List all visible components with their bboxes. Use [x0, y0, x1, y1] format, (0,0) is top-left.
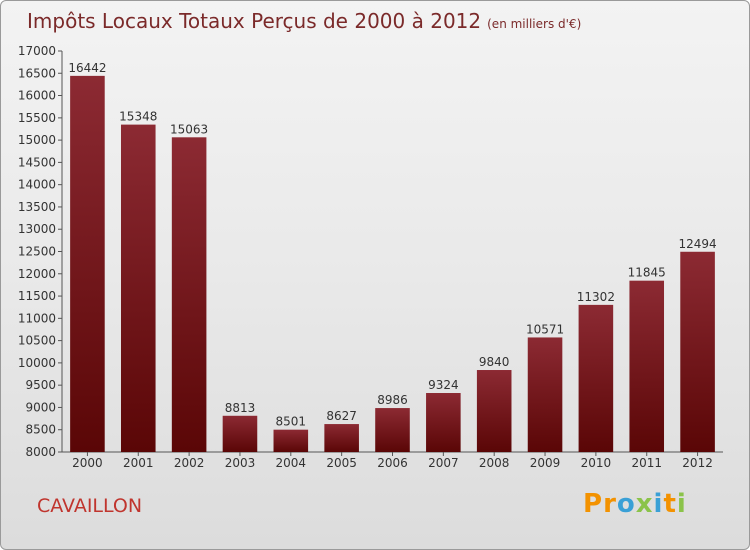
bar-2005 [324, 424, 359, 452]
x-tick-label: 2002 [174, 456, 205, 470]
bar-2012 [680, 251, 715, 452]
x-tick-label: 2008 [479, 456, 510, 470]
bar-value-label: 8986 [377, 393, 408, 407]
bar-2010 [578, 304, 614, 452]
y-tick-label: 11000 [18, 311, 56, 325]
y-tick-label: 10500 [18, 334, 56, 348]
x-tick-label: 2006 [377, 456, 408, 470]
y-tick-label: 8000 [25, 445, 56, 459]
y-tick-label: 10000 [18, 356, 56, 370]
bar-2007 [426, 393, 461, 452]
city-name: CAVAILLON [37, 495, 143, 517]
y-tick-label: 13000 [18, 222, 56, 236]
y-tick-label: 12000 [18, 267, 56, 281]
x-tick-label: 2005 [326, 456, 357, 470]
bar-2000 [70, 75, 105, 452]
chart-title: Impôts Locaux Totaux Perçus de 2000 à 20… [27, 9, 582, 33]
y-tick-label: 17000 [18, 44, 56, 58]
y-tick-label: 16000 [18, 89, 56, 103]
y-tick-label: 16500 [18, 66, 56, 80]
bar-value-label: 9324 [428, 378, 459, 392]
bars: 16442 15348 15063 8813 8501 8627 8986 9324 9840 1… [68, 61, 717, 452]
bar-2003 [222, 415, 258, 452]
bar-2004 [273, 429, 309, 452]
x-tick-label: 2000 [72, 456, 103, 470]
bar-2001 [120, 124, 156, 452]
chart-subtitle: (en milliers d'€) [487, 17, 582, 31]
y-tick-label: 14500 [18, 155, 56, 169]
x-tick-label: 2003 [225, 456, 256, 470]
bar-value-label: 15063 [170, 122, 208, 136]
y-tick-label: 13500 [18, 200, 56, 214]
y-tick-label: 12500 [18, 245, 56, 259]
bar-value-label: 9840 [479, 355, 510, 369]
bar-2008 [476, 370, 512, 452]
bar-value-label: 16442 [68, 61, 106, 75]
bar-2009 [527, 337, 563, 452]
y-tick-label: 14000 [18, 178, 56, 192]
proxiti-logo: Proxiti [583, 489, 687, 519]
y-tick-label: 11500 [18, 289, 56, 303]
y-tick-label: 8500 [25, 423, 56, 437]
x-tick-label: 2004 [276, 456, 307, 470]
bar-value-label: 11845 [628, 266, 666, 280]
bar-value-label: 8627 [326, 409, 357, 423]
bar-value-label: 8813 [225, 401, 256, 415]
y-tick-label: 15000 [18, 133, 56, 147]
bar-value-label: 12494 [678, 237, 716, 251]
x-tick-label: 2009 [530, 456, 561, 470]
bar-value-label: 8501 [276, 415, 307, 429]
x-axis: 2000 2001 2002 2003 2004 2005 2006 2007 2008 2009… [62, 451, 723, 470]
y-axis: 8000 8500 9000 9500 10000 10500 11000 11500 1200… [18, 44, 63, 459]
bar-2006 [375, 408, 410, 452]
bar-value-label: 10571 [526, 322, 564, 336]
bar-2011 [629, 280, 665, 452]
y-tick-label: 9500 [25, 378, 56, 392]
x-tick-label: 2001 [123, 456, 154, 470]
x-tick-label: 2007 [428, 456, 459, 470]
x-tick-label: 2011 [631, 456, 662, 470]
x-tick-label: 2010 [581, 456, 612, 470]
x-tick-label: 2012 [682, 456, 713, 470]
y-tick-label: 15500 [18, 111, 56, 125]
bar-value-label: 11302 [577, 290, 615, 304]
bar-value-label: 15348 [119, 110, 157, 124]
y-tick-label: 9000 [25, 400, 56, 414]
bar-2002 [171, 137, 207, 452]
